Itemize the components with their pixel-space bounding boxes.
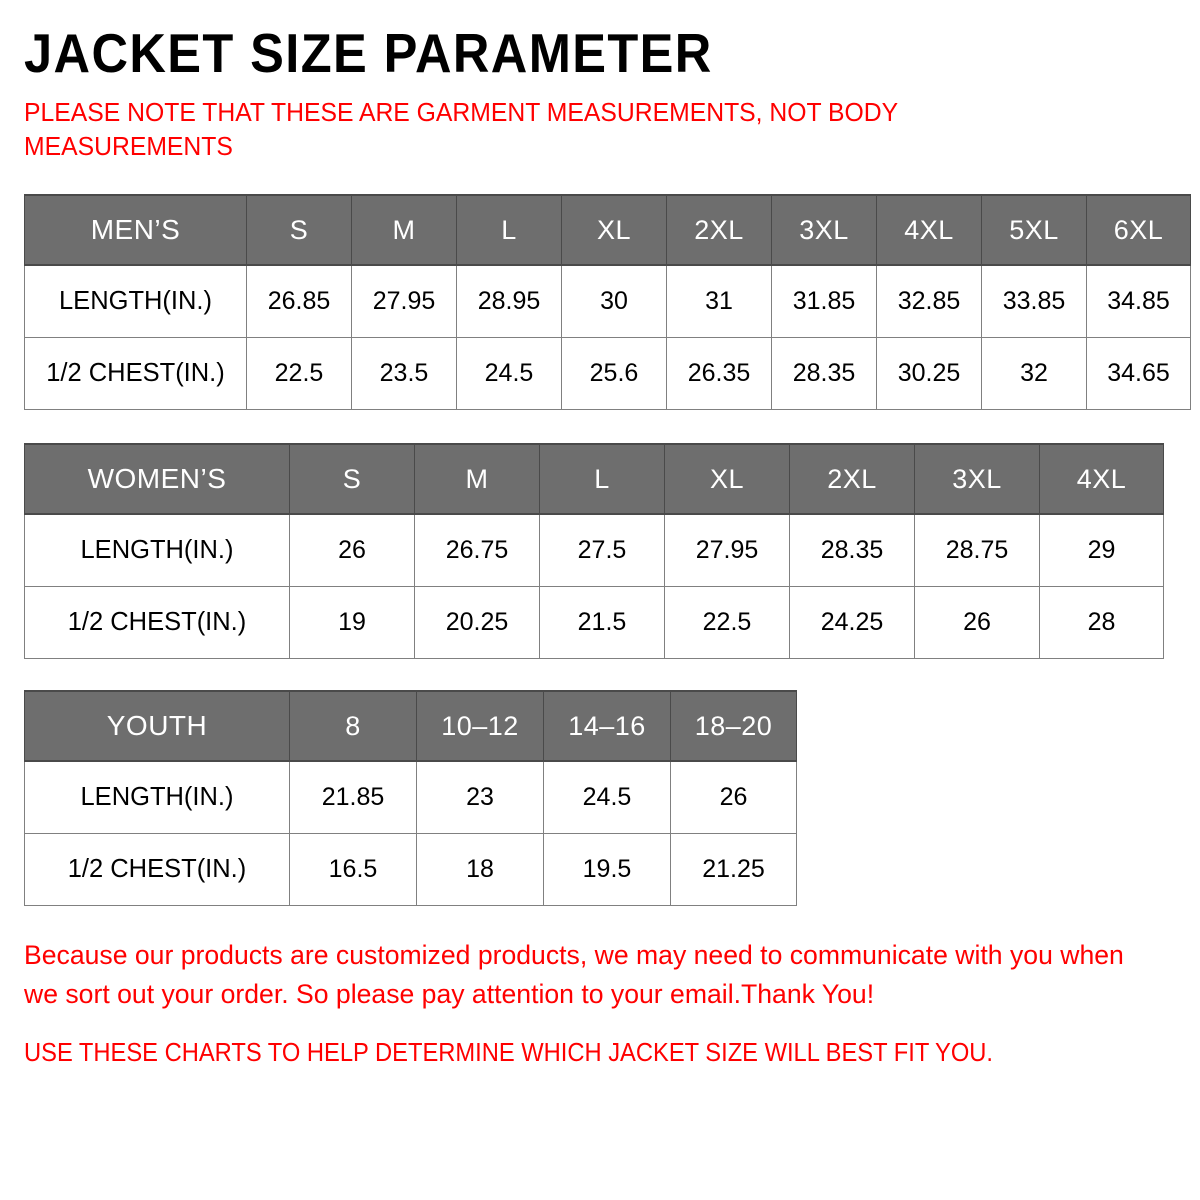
mens-measurement-value: 27.95 <box>351 266 456 339</box>
mens-measurement-value: 26.35 <box>666 338 771 411</box>
customization-note: Because our products are customized prod… <box>24 940 1124 1010</box>
womens-measurement-value: 28.75 <box>914 515 1039 588</box>
mens-header-row: MEN’S S M L XL 2XL 3XL 4XL 5XL 6XL <box>24 194 1191 267</box>
mens-measurement-value: 22.5 <box>246 338 351 411</box>
womens-category-header: WOMEN’S <box>24 443 289 516</box>
womens-header-row: WOMEN’S S M L XL 2XL 3XL 4XL <box>24 443 1164 516</box>
youth-measurement-label: LENGTH(IN.) <box>24 762 289 835</box>
womens-size-header: L <box>539 443 664 516</box>
mens-measurement-value: 34.65 <box>1086 338 1191 411</box>
mens-measurement-value: 33.85 <box>981 266 1086 339</box>
page-title: JACKET SIZE PARAMETER <box>24 22 713 84</box>
womens-size-header: M <box>414 443 539 516</box>
mens-measurement-value: 30 <box>561 266 666 339</box>
chart-usage-note: USE THESE CHARTS TO HELP DETERMINE WHICH… <box>24 1038 994 1067</box>
mens-measurement-value: 24.5 <box>456 338 561 411</box>
mens-measurement-label: 1/2 CHEST(IN.) <box>24 338 246 411</box>
mens-measurement-value: 23.5 <box>351 338 456 411</box>
youth-size-table: YOUTH 8 10–12 14–16 18–20 LENGTH(IN.) 21.85 23… <box>24 690 797 907</box>
mens-size-header: 3XL <box>771 194 876 267</box>
mens-size-header: 6XL <box>1086 194 1191 267</box>
youth-measurement-value: 26 <box>670 762 797 835</box>
mens-size-table-wrapper: MEN’S S M L XL 2XL 3XL 4XL 5XL 6XL LENGTH(IN.) 26.… <box>24 194 1191 411</box>
mens-size-table: MEN’S S M L XL 2XL 3XL 4XL 5XL 6XL LENGTH(IN.) 26.… <box>24 194 1191 411</box>
youth-header-row: YOUTH 8 10–12 14–16 18–20 <box>24 690 797 763</box>
womens-size-header: 3XL <box>914 443 1039 516</box>
youth-measurement-value: 16.5 <box>289 834 416 907</box>
womens-measurement-label: 1/2 CHEST(IN.) <box>24 587 289 660</box>
womens-size-table: WOMEN’S S M L XL 2XL 3XL 4XL LENGTH(IN.) 26 26.75… <box>24 443 1164 660</box>
mens-table-body: LENGTH(IN.) 26.85 27.95 28.95 30 31 31.85 32.85… <box>24 266 1191 411</box>
youth-size-header: 14–16 <box>543 690 670 763</box>
mens-measurement-value: 25.6 <box>561 338 666 411</box>
youth-measurement-value: 19.5 <box>543 834 670 907</box>
youth-size-header: 18–20 <box>670 690 797 763</box>
mens-size-header: M <box>351 194 456 267</box>
mens-category-header: MEN’S <box>24 194 246 267</box>
mens-size-header: 2XL <box>666 194 771 267</box>
mens-size-header: L <box>456 194 561 267</box>
youth-category-header: YOUTH <box>24 690 289 763</box>
mens-size-header: 5XL <box>981 194 1086 267</box>
mens-measurement-value: 28.95 <box>456 266 561 339</box>
womens-measurement-value: 26 <box>914 587 1039 660</box>
womens-measurement-value: 28.35 <box>789 515 914 588</box>
youth-measurement-value: 21.85 <box>289 762 416 835</box>
womens-measurement-value: 22.5 <box>664 587 789 660</box>
mens-table-header: MEN’S S M L XL 2XL 3XL 4XL 5XL 6XL <box>24 194 1191 267</box>
mens-measurement-value: 32 <box>981 338 1086 411</box>
womens-size-table-wrapper: WOMEN’S S M L XL 2XL 3XL 4XL LENGTH(IN.) 26 26.75… <box>24 443 1176 660</box>
table-row: 1/2 CHEST(IN.) 22.5 23.5 24.5 25.6 26.35 28.35… <box>24 338 1191 411</box>
mens-measurement-label: LENGTH(IN.) <box>24 266 246 339</box>
mens-measurement-value: 28.35 <box>771 338 876 411</box>
youth-measurement-label: 1/2 CHEST(IN.) <box>24 834 289 907</box>
womens-size-header: XL <box>664 443 789 516</box>
mens-measurement-value: 30.25 <box>876 338 981 411</box>
womens-measurement-value: 27.95 <box>664 515 789 588</box>
mens-measurement-value: 31 <box>666 266 771 339</box>
womens-measurement-value: 24.25 <box>789 587 914 660</box>
womens-measurement-value: 21.5 <box>539 587 664 660</box>
garment-measurement-note: PLEASE NOTE THAT THESE ARE GARMENT MEASU… <box>24 99 898 161</box>
mens-measurement-value: 26.85 <box>246 266 351 339</box>
youth-measurement-value: 24.5 <box>543 762 670 835</box>
womens-size-header: 2XL <box>789 443 914 516</box>
youth-measurement-value: 23 <box>416 762 543 835</box>
womens-measurement-value: 20.25 <box>414 587 539 660</box>
womens-measurement-value: 29 <box>1039 515 1164 588</box>
mens-size-header: S <box>246 194 351 267</box>
mens-measurement-value: 31.85 <box>771 266 876 339</box>
youth-size-header: 8 <box>289 690 416 763</box>
mens-size-header: XL <box>561 194 666 267</box>
youth-table-header: YOUTH 8 10–12 14–16 18–20 <box>24 690 797 763</box>
table-row: LENGTH(IN.) 26 26.75 27.5 27.95 28.35 28.75 29 <box>24 515 1164 588</box>
youth-size-header: 10–12 <box>416 690 543 763</box>
womens-measurement-value: 27.5 <box>539 515 664 588</box>
youth-measurement-value: 18 <box>416 834 543 907</box>
table-row: LENGTH(IN.) 26.85 27.95 28.95 30 31 31.85 32.85… <box>24 266 1191 339</box>
womens-measurement-value: 26 <box>289 515 414 588</box>
mens-measurement-value: 32.85 <box>876 266 981 339</box>
womens-size-header: 4XL <box>1039 443 1164 516</box>
table-row: LENGTH(IN.) 21.85 23 24.5 26 <box>24 762 797 835</box>
youth-measurement-value: 21.25 <box>670 834 797 907</box>
womens-measurement-value: 26.75 <box>414 515 539 588</box>
womens-size-header: S <box>289 443 414 516</box>
mens-measurement-value: 34.85 <box>1086 266 1191 339</box>
table-row: 1/2 CHEST(IN.) 16.5 18 19.5 21.25 <box>24 834 797 907</box>
table-row: 1/2 CHEST(IN.) 19 20.25 21.5 22.5 24.25 26 28 <box>24 587 1164 660</box>
youth-table-body: LENGTH(IN.) 21.85 23 24.5 26 1/2 CHEST(IN.) 16… <box>24 762 797 907</box>
womens-measurement-label: LENGTH(IN.) <box>24 515 289 588</box>
womens-table-body: LENGTH(IN.) 26 26.75 27.5 27.95 28.35 28.75 29 1… <box>24 515 1164 660</box>
youth-size-table-wrapper: YOUTH 8 10–12 14–16 18–20 LENGTH(IN.) 21.85 23… <box>24 690 1176 907</box>
womens-measurement-value: 28 <box>1039 587 1164 660</box>
womens-table-header: WOMEN’S S M L XL 2XL 3XL 4XL <box>24 443 1164 516</box>
womens-measurement-value: 19 <box>289 587 414 660</box>
mens-size-header: 4XL <box>876 194 981 267</box>
